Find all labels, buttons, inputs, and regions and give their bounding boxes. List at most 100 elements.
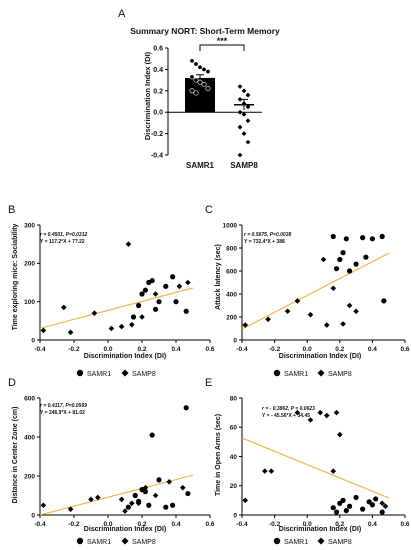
panel-a-point-samp8 (237, 152, 243, 158)
panel-e-point-samp8 (294, 409, 301, 416)
panel-d-xtick-label: 0.0 (103, 521, 112, 528)
panel-e: E Time in Open Arms (sec) Discrimination… (205, 377, 361, 546)
panel-d-ytick-label: 200 (24, 473, 35, 480)
panel-b-point-samr1 (163, 283, 169, 289)
panel-b-ytick-label: 100 (24, 299, 35, 306)
panel-a-point-samp8 (245, 92, 251, 98)
panel-e-point-samp8 (242, 497, 249, 504)
panel-a-point-samr1 (201, 81, 207, 87)
panel-d-point-samr1 (163, 504, 169, 510)
panel-c-point-samp8 (353, 308, 359, 315)
panel-d-ytick-label: 600 (24, 395, 35, 402)
panel-b-legend-samp8: SAMP8 (132, 371, 156, 378)
panel-d-point-samr1 (132, 492, 138, 499)
panel-b-point-samr1 (183, 308, 189, 314)
panel-e-xtick-label: -0.4 (236, 521, 248, 528)
panel-e-ytick-label: 20 (230, 483, 238, 490)
panel-d-point-samp8 (122, 508, 128, 514)
panel-c-point-samr1 (369, 236, 375, 242)
panel-c-point-samp8 (340, 321, 346, 327)
panel-e-point-samp8 (323, 412, 330, 419)
panel-b-stat-r: r = 0.4501, P=0.0312 (40, 232, 87, 238)
panel-e-legend-samr1: SAMR1 (284, 539, 308, 546)
panel-d-point-samr1 (125, 504, 131, 510)
panel-b-point-samp8 (139, 314, 145, 320)
panel-c-ytick-label: 0 (233, 337, 237, 344)
panel-e-xtick-label: -0.2 (269, 521, 281, 528)
panel-a-point-samr1 (193, 90, 199, 96)
panel-a-point-samr1 (205, 86, 211, 92)
panel-c-point-samp8 (330, 285, 337, 292)
panel-b-point-samp8 (67, 329, 74, 336)
panel-e-point-samr1 (360, 506, 366, 512)
panel-c-point-samp8 (323, 322, 330, 328)
panel-b-point-samp8 (129, 321, 135, 328)
panel-e-ytick-label: 40 (230, 454, 238, 461)
panel-a-ytick-label: -0.2 (151, 131, 163, 138)
panel-d-point-samr1 (156, 477, 162, 483)
panel-d-point-samp8 (135, 500, 142, 507)
panel-a-point-samp8 (245, 104, 251, 110)
panel-e-point-samp8 (268, 468, 275, 474)
panel-c-point-samr1 (363, 254, 369, 260)
panel-d-point-samr1 (146, 502, 152, 508)
panel-c-point-samp8 (284, 308, 291, 315)
panel-a-ytick-label: 0.0 (153, 110, 163, 117)
panel-c-xtick-label: 0.4 (368, 346, 377, 353)
panel-b-xtick-label: -0.4 (34, 346, 46, 353)
panel-d-point-samp8 (142, 484, 149, 491)
panel-c-stat-eq: Y = 732.4*X + 388 (244, 239, 285, 245)
panel-c-point-samr1 (340, 250, 346, 256)
panel-c-point-samr1 (379, 233, 385, 240)
panel-e-ytick-label: 60 (230, 425, 238, 432)
panel-c-ytick-label: 600 (226, 268, 237, 275)
panel-c-point-samr1 (337, 256, 343, 263)
panel-d-xtick-label: 0.2 (137, 521, 146, 528)
panel-a-title: Summary NORT: Short-Term Memory (130, 26, 280, 36)
panel-e-point-samr1 (373, 496, 379, 502)
panel-a-point-samp8 (241, 88, 247, 94)
panel-d-point-samr1 (185, 490, 191, 497)
panel-a-point-samp8 (241, 111, 247, 117)
panel-c-regression-line (241, 252, 389, 330)
panel-d-point-samp8 (152, 492, 159, 499)
panel-a-ylabel: Discrimination Index (DI) (143, 51, 152, 140)
panel-a-point-samr1 (201, 66, 207, 72)
panel-e-stat-eq: Y = - 45.56*X + 34.45 (262, 413, 310, 419)
panel-e-point-samp8 (330, 468, 337, 474)
panel-c-point-samp8 (320, 256, 327, 263)
panel-e-regression-line (241, 437, 389, 499)
panel-c-stat-r: r = 0.5675, P=0.0038 (244, 232, 291, 238)
panel-b-point-samr1 (170, 274, 176, 280)
panel-b-point-samp8 (61, 304, 67, 311)
panel-e-point-samr1 (333, 509, 340, 515)
panel-c-point-samr1 (353, 261, 359, 267)
panel-b-ylabel: Time exploring mice: Sociability (12, 223, 19, 330)
panel-e-point-samp8 (337, 431, 343, 438)
panel-c-xtick-label: 0.6 (400, 346, 409, 353)
panel-b-regression-line (39, 287, 194, 329)
panel-b-legend-diamond (121, 369, 129, 377)
panel-d-xtick-label: 0.4 (171, 521, 180, 528)
panel-a-significance-bracket (199, 44, 245, 51)
panel-b-letter: B (8, 204, 15, 216)
panel-b-stat-eq: Y = 117.2*X + 77.22 (40, 239, 85, 245)
panel-d-point-samp8 (166, 479, 172, 485)
panel-e-point-samr1 (340, 497, 346, 503)
panel-a: A Summary NORT: Short-Term Memory Discri… (118, 8, 280, 140)
panel-e-legend-samp8: SAMP8 (328, 539, 352, 546)
panel-a-ytick-label: 0.2 (153, 88, 163, 95)
panel-d-point-samp8 (95, 494, 101, 501)
panel-c-ytick-label: 1000 (223, 222, 238, 229)
panel-b-point-samr1 (130, 314, 137, 320)
panel-d-xtick-label: -0.4 (34, 521, 46, 528)
panel-d-point-samp8 (67, 506, 74, 512)
panel-b-point-samp8 (108, 325, 115, 332)
panel-d-point-samp8 (118, 496, 125, 503)
panel-d-point-samr1 (183, 405, 189, 411)
panel-c-point-samp8 (346, 302, 353, 309)
panel-e-point-samp8 (379, 500, 385, 507)
panel-b-point-samp8 (152, 291, 159, 297)
panel-d-point-samr1 (170, 502, 176, 508)
